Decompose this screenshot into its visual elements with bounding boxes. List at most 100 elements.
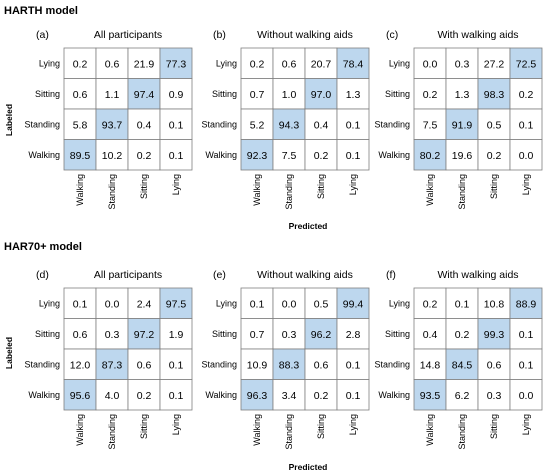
cell <box>272 47 306 79</box>
cell-value: 0.1 <box>519 359 534 371</box>
cell-value: 93.5 <box>420 390 441 402</box>
confusion-matrix-f: (f) With walking aids 0.2 0.1 10.8 88.9 0.4 0.2… <box>374 269 543 450</box>
cell <box>509 379 543 411</box>
cell-value: 6.2 <box>455 390 470 402</box>
cell-value: 0.2 <box>487 150 502 162</box>
row-label: Walking <box>205 390 237 400</box>
cell-highlight <box>304 318 338 350</box>
cell <box>95 379 129 411</box>
cell-value: 1.0 <box>282 89 297 101</box>
cell-value: 1.1 <box>105 89 120 101</box>
cell <box>336 348 370 380</box>
cell-value: 1.3 <box>455 89 470 101</box>
panel-label: (b) <box>213 29 226 41</box>
panel-label: (d) <box>36 269 49 281</box>
row-label: Lying <box>389 298 410 308</box>
cell <box>159 348 193 380</box>
cell-value: 96.3 <box>247 390 268 402</box>
cell-highlight <box>159 287 193 319</box>
cell-value: 91.9 <box>452 119 473 131</box>
cell-value: 98.3 <box>484 89 505 101</box>
column-label: Walking <box>425 174 435 206</box>
cell-value: 0.6 <box>282 58 297 70</box>
cell-value: 0.1 <box>519 329 534 341</box>
column-label: Lying <box>171 414 181 435</box>
cell-value: 5.8 <box>73 119 88 131</box>
confusion-matrix-panels: (a) All participants 0.2 0.6 21.9 77.3 0.6 1.1 9… <box>24 29 543 450</box>
cell-value: 2.8 <box>346 329 361 341</box>
column-label: Lying <box>521 174 531 195</box>
cell-value: 87.3 <box>102 359 123 371</box>
row-label: Sitting <box>212 329 237 339</box>
cell-value: 0.1 <box>519 119 534 131</box>
row-label: Sitting <box>212 89 237 99</box>
cell-value: 0.6 <box>105 58 120 70</box>
cell-value: 19.6 <box>452 150 473 162</box>
cell-value: 72.5 <box>516 58 537 70</box>
cell-value: 0.2 <box>137 390 152 402</box>
column-label: Walking <box>425 414 435 446</box>
cell <box>272 287 306 319</box>
cell <box>336 379 370 411</box>
column-label: Sitting <box>489 174 499 199</box>
confusion-matrix-c: (c) With walking aids 0.0 0.3 27.2 72.5 0.2 1.3… <box>374 29 543 210</box>
cell-highlight <box>509 287 543 319</box>
cell-value: 0.9 <box>169 89 184 101</box>
cell-value: 1.3 <box>346 89 361 101</box>
cell-value: 0.7 <box>250 329 265 341</box>
cell-value: 0.1 <box>169 150 184 162</box>
column-label: Sitting <box>316 174 326 199</box>
cell-value: 97.5 <box>166 298 187 310</box>
row-label: Lying <box>216 298 237 308</box>
section-title-harth: HARTH model <box>4 5 78 17</box>
cell-value: 80.2 <box>420 150 441 162</box>
y-axis-label-har70: Labeled <box>4 337 14 369</box>
panel-title: All participants <box>94 269 162 281</box>
cell-value: 0.0 <box>519 150 534 162</box>
cell <box>159 108 193 140</box>
panel-label: (c) <box>386 29 398 41</box>
cell-value: 0.2 <box>73 58 88 70</box>
panel-title: Without walking aids <box>257 29 353 41</box>
cell <box>240 348 274 380</box>
cell-value: 92.3 <box>247 150 268 162</box>
cell-value: 0.0 <box>423 58 438 70</box>
cell-value: 0.2 <box>137 150 152 162</box>
x-axis-label-harth: Predicted <box>289 221 328 231</box>
cell <box>159 139 193 171</box>
row-label: Sitting <box>35 89 60 99</box>
cell-value: 97.0 <box>311 89 332 101</box>
confusion-matrix-e: (e) Without walking aids 0.1 0.0 0.5 99.4 0.7 0… <box>201 269 370 450</box>
cell-value: 96.2 <box>311 329 332 341</box>
column-label: Walking <box>252 414 262 446</box>
cell <box>413 287 447 319</box>
cell <box>477 348 511 380</box>
panel-title: All participants <box>94 29 162 41</box>
cell-highlight <box>63 379 97 411</box>
row-label: Lying <box>216 58 237 68</box>
panel-label: (a) <box>36 29 49 41</box>
confusion-matrix-d: (d) All participants 0.1 0.0 2.4 97.5 0.6 0.3 97… <box>24 269 193 450</box>
cell <box>95 139 129 171</box>
cell-highlight <box>240 139 274 171</box>
cell <box>445 287 479 319</box>
cell <box>63 348 97 380</box>
cell-value: 1.9 <box>169 329 184 341</box>
cell-highlight <box>159 47 193 79</box>
cell-value: 0.1 <box>73 298 88 310</box>
cell-highlight <box>336 47 370 79</box>
cell-value: 20.7 <box>311 58 332 70</box>
cell <box>336 139 370 171</box>
cell <box>509 348 543 380</box>
cell-value: 0.1 <box>250 298 265 310</box>
row-label: Sitting <box>385 89 410 99</box>
cell <box>240 78 274 110</box>
row-label: Walking <box>205 150 237 160</box>
row-label: Standing <box>24 119 60 129</box>
column-label: Standing <box>284 414 294 450</box>
cell-value: 97.4 <box>134 89 155 101</box>
panel-label: (f) <box>386 269 396 281</box>
cell-value: 0.1 <box>169 390 184 402</box>
column-label: Sitting <box>139 414 149 439</box>
